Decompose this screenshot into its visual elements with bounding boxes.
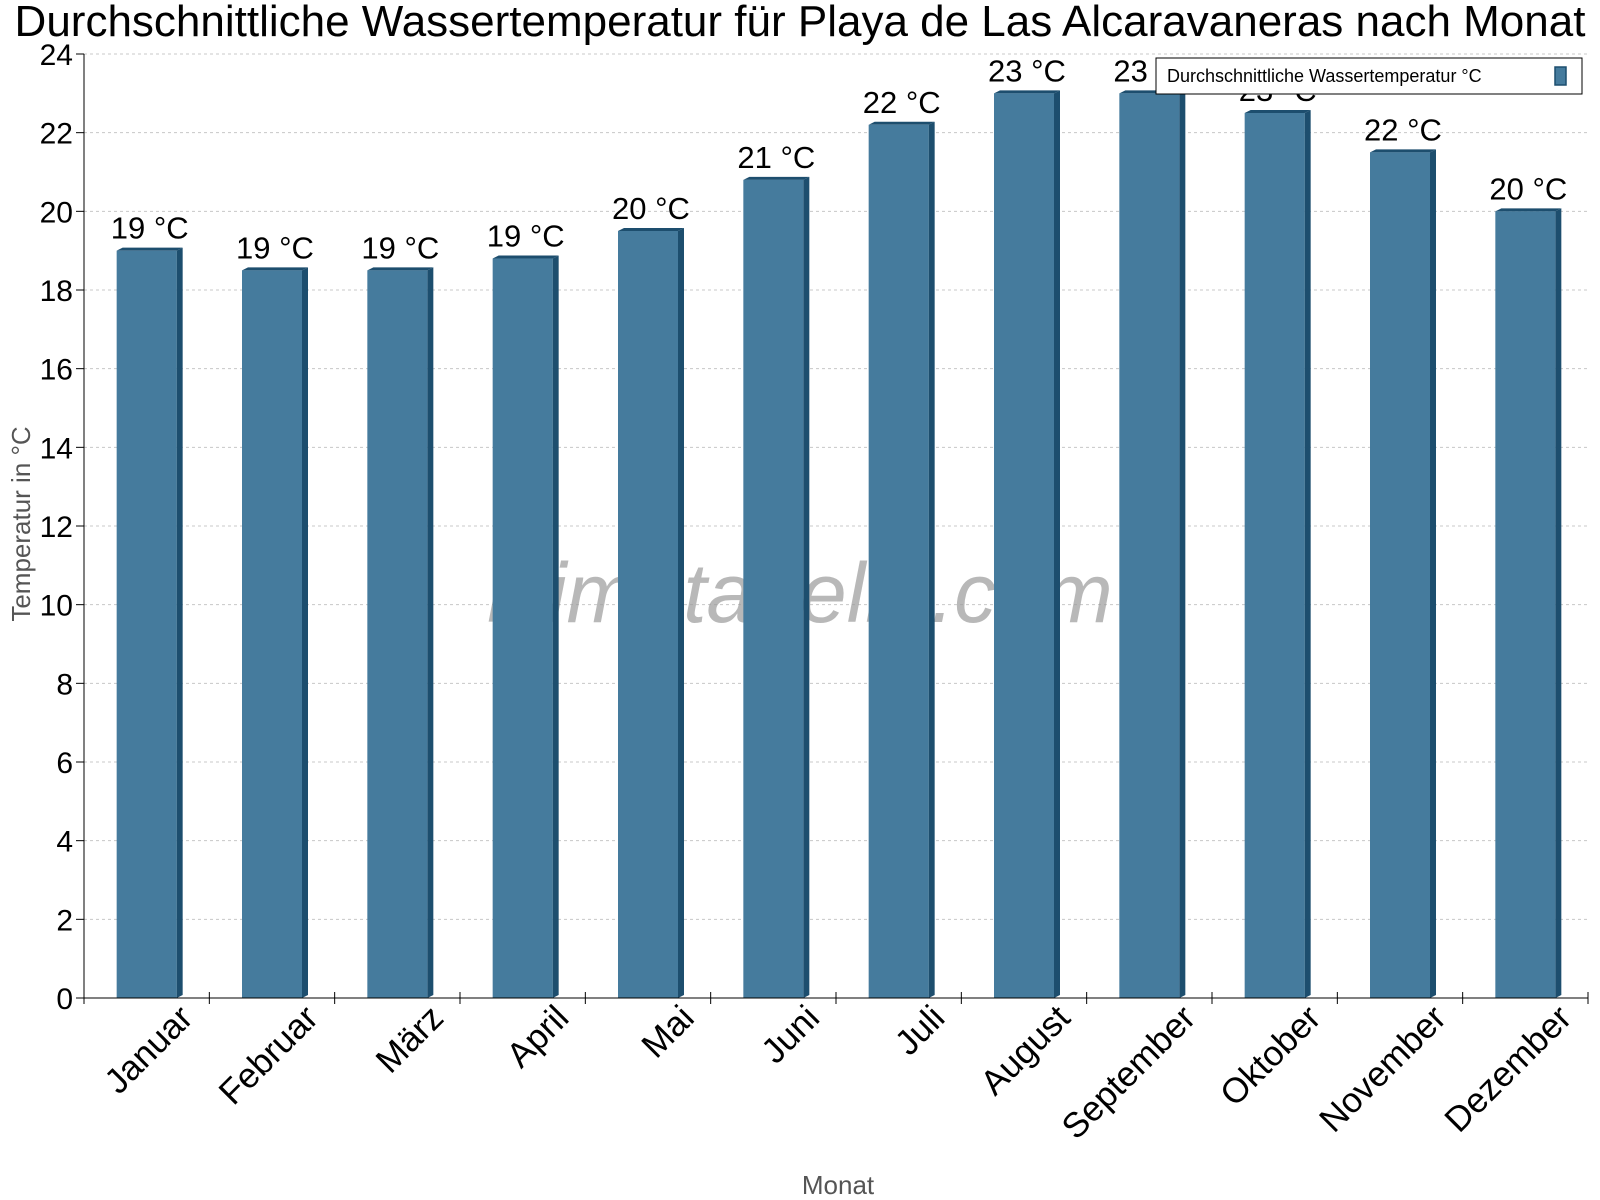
- y-tick-label: 8: [56, 668, 73, 701]
- bar: [242, 267, 308, 998]
- bar-face: [242, 270, 302, 998]
- bar-top: [116, 247, 183, 251]
- data-label: 20 °C: [612, 191, 690, 226]
- bar-side: [1555, 208, 1562, 999]
- bar-face: [1119, 93, 1180, 999]
- x-axis-label: Monat: [802, 1170, 875, 1200]
- bar-face: [618, 231, 678, 998]
- data-label: 19 °C: [236, 230, 314, 265]
- bar-top: [868, 121, 935, 125]
- bar-top: [994, 90, 1060, 94]
- data-labels: 19 °C 19 °C 19 °C 19 °C 20 °C 21 °C 22 °C 23 °C…: [111, 53, 1568, 265]
- legend-box: [1155, 57, 1583, 95]
- x-tick-label: Oktober: [1213, 998, 1329, 1114]
- bar-side: [1430, 149, 1436, 999]
- bar: [618, 228, 684, 998]
- data-label: 20 °C: [1489, 171, 1567, 206]
- data-label: 19 °C: [487, 219, 565, 254]
- bar-side: [1304, 110, 1311, 998]
- bar: [367, 267, 434, 998]
- x-tick-label: September: [1054, 998, 1203, 1147]
- legend-label: Durchschnittliche Wassertemperatur °C: [1167, 66, 1482, 86]
- chart-title: Durchschnittliche Wassertemperatur für P…: [15, 0, 1586, 46]
- legend-swatch: [1554, 66, 1567, 86]
- y-tick-label: 4: [56, 826, 73, 859]
- bar-face: [1370, 152, 1430, 999]
- bar-top: [492, 255, 559, 259]
- x-tick-label: August: [973, 998, 1078, 1103]
- y-tick-label: 12: [40, 511, 73, 544]
- bar-side: [678, 228, 684, 998]
- bar-face: [1244, 113, 1305, 998]
- bar: [1119, 90, 1186, 999]
- legend: Durchschnittliche Wassertemperatur °C: [1155, 57, 1583, 95]
- y-tick-label: 22: [40, 118, 73, 151]
- x-tick-labels: Januar Februar März April Mai Juni Juli AugustS…: [97, 998, 1579, 1147]
- axes: [76, 53, 1589, 1004]
- bar-top: [1495, 208, 1562, 212]
- bar-face: [743, 179, 804, 998]
- bar-face: [868, 124, 929, 999]
- gridlines: [84, 53, 1588, 920]
- x-tick-label: Mai: [634, 998, 701, 1065]
- bar: [1244, 110, 1311, 998]
- y-tick-label: 18: [40, 275, 73, 308]
- x-tick-label: Juli: [888, 998, 953, 1063]
- y-tick-label: 20: [40, 196, 73, 229]
- x-tick-label: Januar: [97, 998, 200, 1101]
- bar: [994, 90, 1060, 999]
- x-tick-label: November: [1312, 998, 1454, 1140]
- x-tick-label: März: [368, 998, 451, 1081]
- data-label: 19 °C: [361, 230, 439, 265]
- bar-side: [176, 247, 183, 998]
- bar: [116, 247, 183, 998]
- bar-face: [492, 258, 553, 998]
- bar-side: [1179, 90, 1186, 999]
- bar: [1495, 208, 1562, 999]
- bar-side: [552, 255, 559, 999]
- y-tick-label: 2: [56, 904, 73, 937]
- y-tick-label: 16: [40, 354, 73, 387]
- data-label: 22 °C: [1364, 112, 1442, 147]
- bar-top: [242, 267, 308, 271]
- bar-top: [1370, 149, 1436, 153]
- bar: [492, 255, 559, 999]
- bar-side: [1054, 90, 1060, 999]
- bar: [743, 176, 810, 998]
- bar-top: [367, 267, 434, 271]
- x-tick-label: April: [499, 998, 576, 1075]
- y-axis-label: Temperatur in °C: [6, 426, 36, 621]
- bar: [868, 121, 935, 999]
- bar-side: [427, 267, 434, 998]
- data-label: 23 °C: [988, 53, 1066, 88]
- bar-top: [1244, 110, 1311, 113]
- x-tick-label: Februar: [211, 998, 325, 1112]
- bar-top: [618, 228, 684, 231]
- y-tick-label: 14: [40, 432, 73, 465]
- bar-face: [367, 270, 428, 998]
- bar-side: [803, 176, 810, 998]
- y-tick-label: 6: [56, 747, 73, 780]
- bar-top: [743, 176, 810, 180]
- bar: [1370, 149, 1436, 999]
- x-tick-label: Dezember: [1437, 998, 1579, 1140]
- bar-face: [116, 250, 177, 998]
- y-tick-label: 24: [40, 39, 73, 72]
- y-tick-label: 0: [56, 983, 73, 1016]
- bar-face: [994, 93, 1054, 999]
- y-tick-label: 10: [40, 590, 73, 623]
- bar-side: [302, 267, 308, 998]
- x-tick-label: Juni: [754, 998, 827, 1071]
- data-label: 21 °C: [737, 140, 815, 175]
- data-label: 22 °C: [863, 85, 941, 120]
- bars: [116, 90, 1562, 999]
- data-label: 19 °C: [111, 211, 189, 246]
- bar-face: [1495, 211, 1556, 999]
- bar-side: [928, 121, 935, 999]
